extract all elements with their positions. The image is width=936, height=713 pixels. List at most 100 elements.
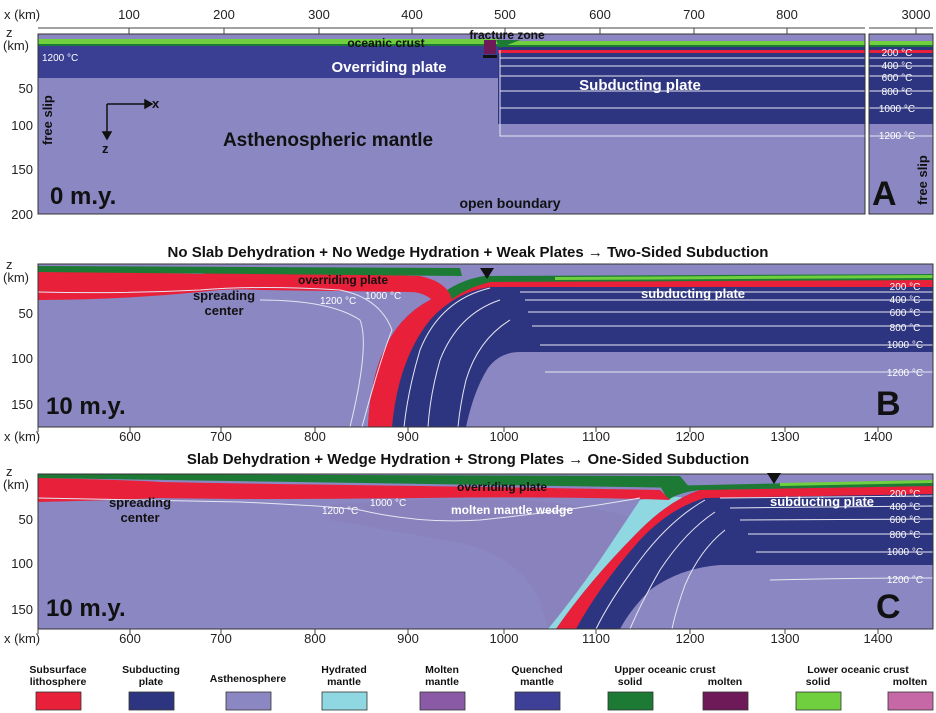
- panel-c-time: 10 m.y.: [46, 595, 126, 622]
- panel-b-spreading-center-line2: center: [204, 303, 243, 318]
- panel-c-temp-1200: 1200 °C: [322, 506, 358, 517]
- isotherm-label: 600 °C: [882, 73, 913, 84]
- panel-a-x-tick: 500: [494, 7, 516, 22]
- isotherm-lines-a-far: [869, 57, 933, 137]
- panel-a-lower-crust-far: [869, 41, 933, 45]
- panel-a-temp-1200: 1200 °C: [42, 53, 78, 64]
- panel-b-z-tick: 150: [11, 397, 33, 412]
- panel-b-spreading-center-line1: spreading: [193, 288, 255, 303]
- panel-a-upper-crust-right: [498, 45, 865, 47]
- panel-a-x-tick: 200: [213, 7, 235, 22]
- legend-item-hydrated-mantle: Hydrated mantle: [321, 664, 368, 711]
- isotherm-b: [259, 299, 364, 428]
- legend-label: mantle: [327, 676, 361, 688]
- panel-c-upper-crust: [660, 480, 933, 500]
- panel-a-z-tick: 100: [11, 118, 33, 133]
- isotherm-c: [739, 518, 934, 521]
- panel-b-temp-1200: 1200 °C: [320, 296, 356, 307]
- panel-a-z-unit: (km): [3, 38, 29, 53]
- panel-a-overriding-plate-label: Overriding plate: [331, 59, 446, 76]
- panel-a-z-tick: 200: [11, 207, 33, 222]
- isotherm-c: [359, 497, 641, 522]
- panel-a-z-tick: 150: [11, 162, 33, 177]
- panel-b-x-tick: 1200: [676, 429, 705, 444]
- panel-c-x-ticks: 600 700 800 900 1000 1100 1200 1300 1400: [119, 631, 892, 646]
- panel-c-temp-1000: 1000 °C: [370, 498, 406, 509]
- panel-a-asthenosphere-label: Asthenospheric mantle: [223, 130, 433, 151]
- panel-b-z-label: z: [6, 257, 13, 272]
- panel-b-isotherm-labels: 200 °C 400 °C 600 °C 800 °C 1000 °C 1200…: [887, 282, 923, 379]
- legend-item-upper-crust: Upper oceanic crust solid molten: [607, 664, 749, 711]
- isotherm-label: 1200 °C: [879, 131, 915, 142]
- legend: Subsurface lithosphere Subducting plate …: [29, 664, 934, 711]
- panel-c-slab-lithosphere: [556, 486, 933, 629]
- panel-b-x-tick: 1100: [582, 429, 610, 444]
- panel-c-x-tick: 800: [304, 631, 326, 646]
- isotherm-label: 200 °C: [890, 489, 921, 500]
- panel-a-x-tick-far: 3000: [902, 7, 931, 22]
- panel-b-z-tick: 50: [19, 306, 33, 321]
- panel-c-x-tick: 600: [119, 631, 141, 646]
- isotherm-label: 800 °C: [890, 530, 921, 541]
- panel-a-open-boundary-label: open boundary: [459, 195, 560, 211]
- isotherm-c: [769, 577, 934, 581]
- panel-b-temp-1000: 1000 °C: [365, 291, 401, 302]
- panel-a-isotherm-labels: 200 °C 400 °C 600 °C 800 °C 1000 °C 1200…: [879, 48, 915, 142]
- panel-a-subducting-plate-label: Subducting plate: [579, 77, 701, 94]
- panel-a-letter: A: [872, 175, 897, 213]
- panel-b-x-tick: 700: [210, 429, 232, 444]
- legend-item-subducting-plate: Subducting plate: [122, 664, 180, 711]
- panel-a-lithosphere-red: [498, 50, 865, 53]
- panel-c-z-label: z: [6, 464, 13, 479]
- panel-a-subducting-plate: [498, 46, 865, 124]
- isotherm-label: 400 °C: [882, 61, 913, 72]
- panel-a-fracture-zone: [484, 40, 496, 54]
- legend-label: Asthenosphere: [210, 673, 287, 685]
- legend-swatch: [702, 691, 749, 711]
- panel-a-coordinate-arrows: [101, 98, 154, 141]
- legend-label: molten: [893, 676, 927, 688]
- panel-b-x-tick: 800: [304, 429, 326, 444]
- panel-b-time: 10 m.y.: [46, 393, 126, 420]
- legend-swatch: [607, 691, 654, 711]
- legend-label: plate: [139, 676, 164, 688]
- panel-b-frame: [37, 263, 934, 428]
- legend-swatch: [35, 691, 82, 711]
- panel-c-overriding-crust: [38, 474, 690, 488]
- panel-c-molten-wedge-label: molten mantle wedge: [451, 503, 573, 517]
- isotherm-label: 1200 °C: [887, 368, 923, 379]
- panel-c-z-tick: 100: [11, 556, 33, 571]
- isotherm-label: 1200 °C: [887, 575, 923, 586]
- legend-label: molten: [708, 676, 742, 688]
- panel-a-overriding-plate: [38, 46, 498, 78]
- panel-a-oceanic-crust-label: oceanic crust: [347, 36, 424, 50]
- panel-a-lower-crust-right: [498, 41, 865, 45]
- panel-b-x-tick: 1300: [771, 429, 800, 444]
- legend-item-molten-mantle: Molten mantle: [419, 664, 466, 711]
- panel-b-x-tick: 1400: [864, 429, 893, 444]
- panel-a-x-tick: 700: [683, 7, 705, 22]
- x-arrowhead: [144, 98, 154, 110]
- panel-b-title: No Slab Dehydration + No Wedge Hydration…: [168, 244, 769, 261]
- isotherm-c: [729, 505, 934, 509]
- panel-a-top-axis-line: [38, 27, 933, 34]
- panel-a-upper-crust-far: [869, 45, 933, 47]
- panel-b-letter: B: [876, 385, 901, 423]
- legend-label: solid: [806, 676, 831, 688]
- legend-label: Upper oceanic crust: [615, 664, 716, 676]
- panel-c-overriding-plate-label: overriding plate: [457, 480, 547, 494]
- panel-c-subducting-plate-label: subducting plate: [770, 494, 874, 509]
- panel-a-fracture-marker: [483, 55, 497, 58]
- panel-c-z-tick: 150: [11, 602, 33, 617]
- panel-a-x-tick: 600: [589, 7, 611, 22]
- panel-c-lower-crust: [780, 480, 933, 486]
- isotherm-c: [719, 495, 934, 499]
- isotherm-label: 800 °C: [890, 323, 921, 334]
- legend-label: Molten: [425, 664, 459, 676]
- isotherm-c: [671, 529, 726, 630]
- panel-c-x-tick: 1000: [490, 631, 519, 646]
- legend-label: solid: [618, 676, 643, 688]
- legend-item-quenched-mantle: Quenched mantle: [511, 664, 563, 711]
- panel-b-overriding-lithosphere: [38, 270, 452, 310]
- panel-c-x-ticks-marks: [37, 629, 879, 634]
